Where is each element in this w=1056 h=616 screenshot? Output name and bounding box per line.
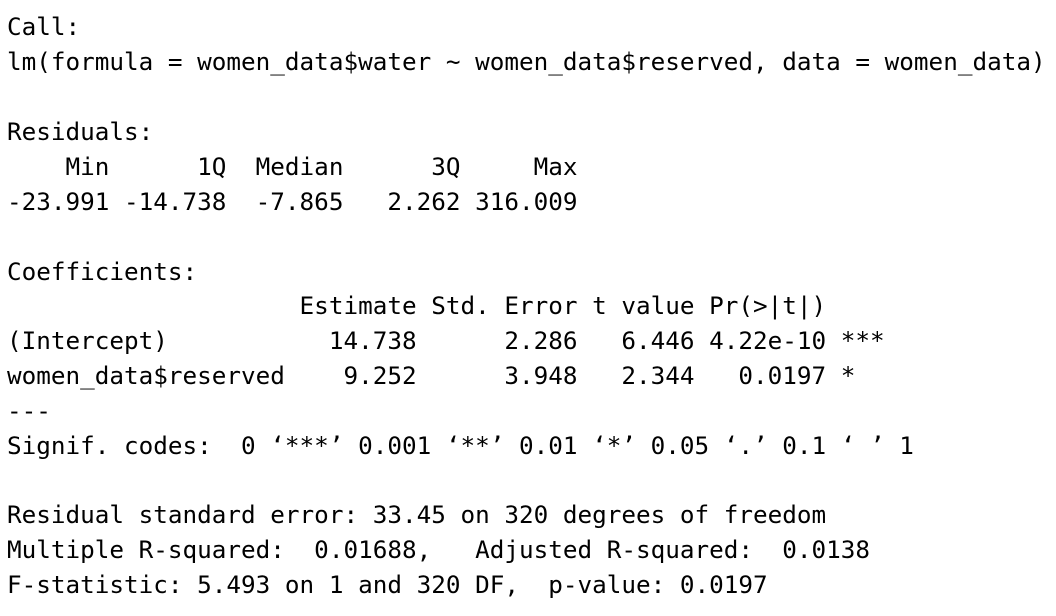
r-console-output: Call: lm(formula = women_data$water ~ wo… [7, 0, 1052, 616]
coefficients-columns-row: Estimate Std. Error t value Pr(>|t|) [7, 291, 885, 320]
r-squared-line: Multiple R-squared: 0.01688, Adjusted R-… [7, 535, 885, 564]
f-statistic-line: F-statistic: 5.493 on 1 and 320 DF, p-va… [7, 570, 768, 599]
call-formula: lm(formula = women_data$water ~ women_da… [7, 47, 1046, 76]
coefficient-row-reserved: women_data$reserved 9.252 3.948 2.344 0.… [7, 361, 885, 390]
coefficients-header: Coefficients: [7, 257, 198, 286]
residuals-labels-row: Min 1Q Median 3Q Max [7, 152, 593, 181]
signif-codes: Signif. codes: 0 ‘***’ 0.001 ‘**’ 0.01 ‘… [7, 431, 914, 460]
residuals-values-row: -23.991 -14.738 -7.865 2.262 316.009 [7, 187, 593, 216]
call-header: Call: [7, 12, 81, 41]
coefficient-row-intercept: (Intercept) 14.738 2.286 6.446 4.22e-10 … [7, 326, 885, 355]
residuals-header: Residuals: [7, 117, 154, 146]
coefficients-separator: --- [7, 396, 51, 425]
residual-standard-error: Residual standard error: 33.45 on 320 de… [7, 500, 827, 529]
